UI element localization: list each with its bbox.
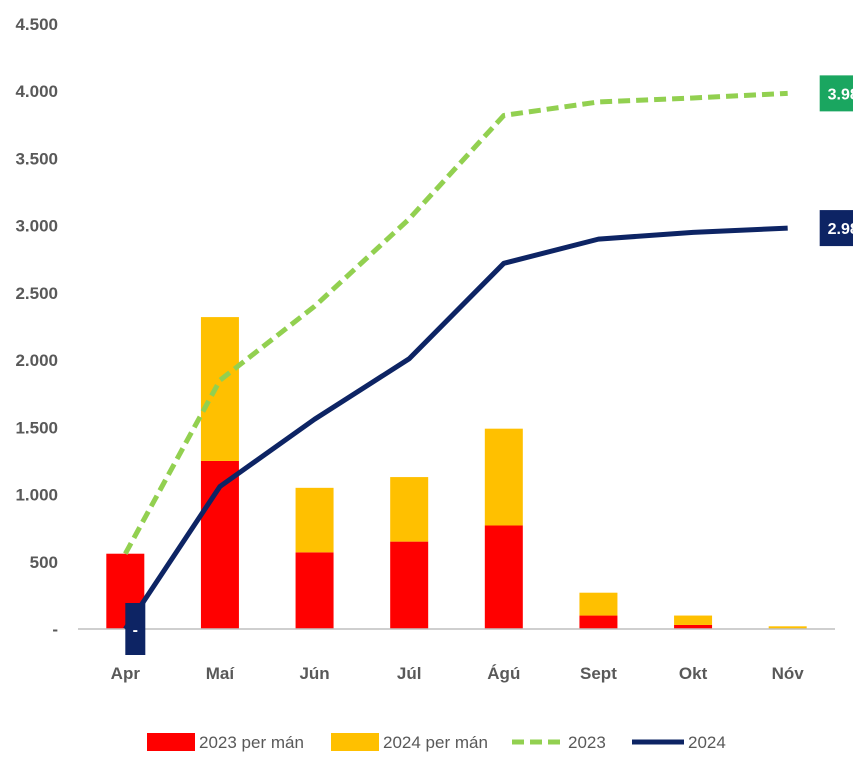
end-label-box-2023 <box>819 75 853 112</box>
y-tick-label: 1.500 <box>15 418 58 437</box>
legend-swatch-1 <box>331 733 379 751</box>
y-tick-label: 2.000 <box>15 351 58 370</box>
lines <box>123 90 788 631</box>
end-label-box-2024 <box>819 210 853 247</box>
x-axis: Apr Maí Jún Júl Ágú Sept Okt Nóv <box>111 664 805 683</box>
bars <box>106 317 807 629</box>
start-label-2024: - <box>133 622 138 639</box>
bar-series1-6 <box>674 624 713 629</box>
y-tick-label: 3.500 <box>15 149 58 168</box>
bar-series2-7 <box>768 626 807 629</box>
y-tick-label: 2.500 <box>15 284 58 303</box>
y-axis: - 500 1.000 1.500 2.000 2.500 3.000 3.500 4.000 4… <box>15 15 58 639</box>
x-tick-label: Nóv <box>772 664 805 683</box>
x-tick-label: Apr <box>111 664 141 683</box>
bar-series2-1 <box>200 317 239 461</box>
x-tick-label: Okt <box>679 664 708 683</box>
y-tick-label: 4.500 <box>15 15 58 34</box>
bar-series2-6 <box>674 615 713 625</box>
legend-label-2: 2023 <box>568 733 606 752</box>
line-2024 <box>123 225 788 631</box>
y-tick-label: - <box>52 620 58 639</box>
bar-series2-3 <box>390 477 429 542</box>
legend: 2023 per mán 2024 per mán 2023 2024 <box>147 733 726 752</box>
bar-series1-2 <box>295 552 334 629</box>
x-tick-label: Jún <box>299 664 329 683</box>
end-label-2023: 3.984 <box>828 86 853 103</box>
start-label-box-2024 <box>125 603 146 655</box>
legend-label-3: 2024 <box>688 733 726 752</box>
y-tick-label: 500 <box>30 553 58 572</box>
legend-label-1: 2024 per mán <box>383 733 488 752</box>
bar-series1-4 <box>484 525 523 629</box>
legend-label-0: 2023 per mán <box>199 733 304 752</box>
x-tick-label: Sept <box>580 664 617 683</box>
bar-series1-5 <box>579 615 618 629</box>
bar-series2-2 <box>295 487 334 553</box>
x-tick-label: Júl <box>397 664 422 683</box>
x-tick-label: Ágú <box>487 664 520 683</box>
bar-series2-5 <box>579 592 618 616</box>
bar-series1-3 <box>390 541 429 629</box>
end-label-2024: 2.982 <box>828 221 853 238</box>
line-2023 <box>123 90 788 555</box>
bar-series2-4 <box>484 428 523 526</box>
y-tick-label: 3.000 <box>15 217 58 236</box>
legend-swatch-0 <box>147 733 195 751</box>
x-tick-label: Maí <box>206 664 236 683</box>
end-labels: 3.984 2.982 - <box>125 75 853 655</box>
y-tick-label: 4.000 <box>15 82 58 101</box>
y-tick-label: 1.000 <box>15 486 58 505</box>
